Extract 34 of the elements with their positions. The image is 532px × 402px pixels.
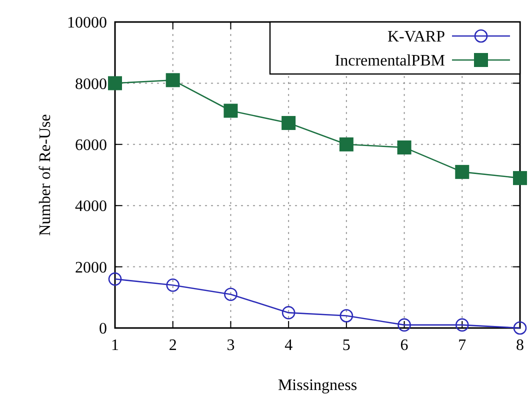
x-tick-label: 7 [458, 337, 466, 354]
x-axis-title: Missingness [278, 377, 358, 394]
point [282, 306, 296, 320]
point [108, 272, 122, 286]
x-tick-label: 5 [342, 337, 350, 354]
y-axis-title: Number of Re-Use [37, 114, 54, 236]
x-tick-label: 6 [400, 337, 408, 354]
point [339, 137, 354, 152]
point [108, 76, 122, 90]
point [513, 171, 527, 186]
x-tick-label: 8 [516, 337, 524, 354]
point [224, 104, 238, 118]
y-tick-label: 10000 [67, 14, 107, 32]
y-tick-label: 2000 [75, 259, 107, 276]
x-tick-label: 2 [168, 337, 177, 354]
point [166, 278, 180, 292]
point [397, 140, 412, 154]
point [455, 318, 469, 332]
point [398, 318, 411, 332]
legend-label: IncrementalPBM [334, 52, 445, 70]
point [282, 116, 296, 130]
point [455, 164, 470, 179]
x-tick-label: 4 [284, 337, 293, 354]
y-tick-label: 8000 [75, 76, 107, 93]
x-tick-label: 1 [111, 337, 119, 354]
legend-label: K-VARP [388, 28, 446, 46]
point [340, 309, 354, 322]
point [166, 73, 180, 88]
y-tick-label: 4000 [75, 198, 107, 216]
y-tick-label: 0 [99, 320, 107, 338]
point [513, 321, 527, 335]
y-tick-label: 6000 [75, 137, 107, 154]
x-tick-label: 3 [226, 337, 235, 354]
point [224, 288, 238, 301]
